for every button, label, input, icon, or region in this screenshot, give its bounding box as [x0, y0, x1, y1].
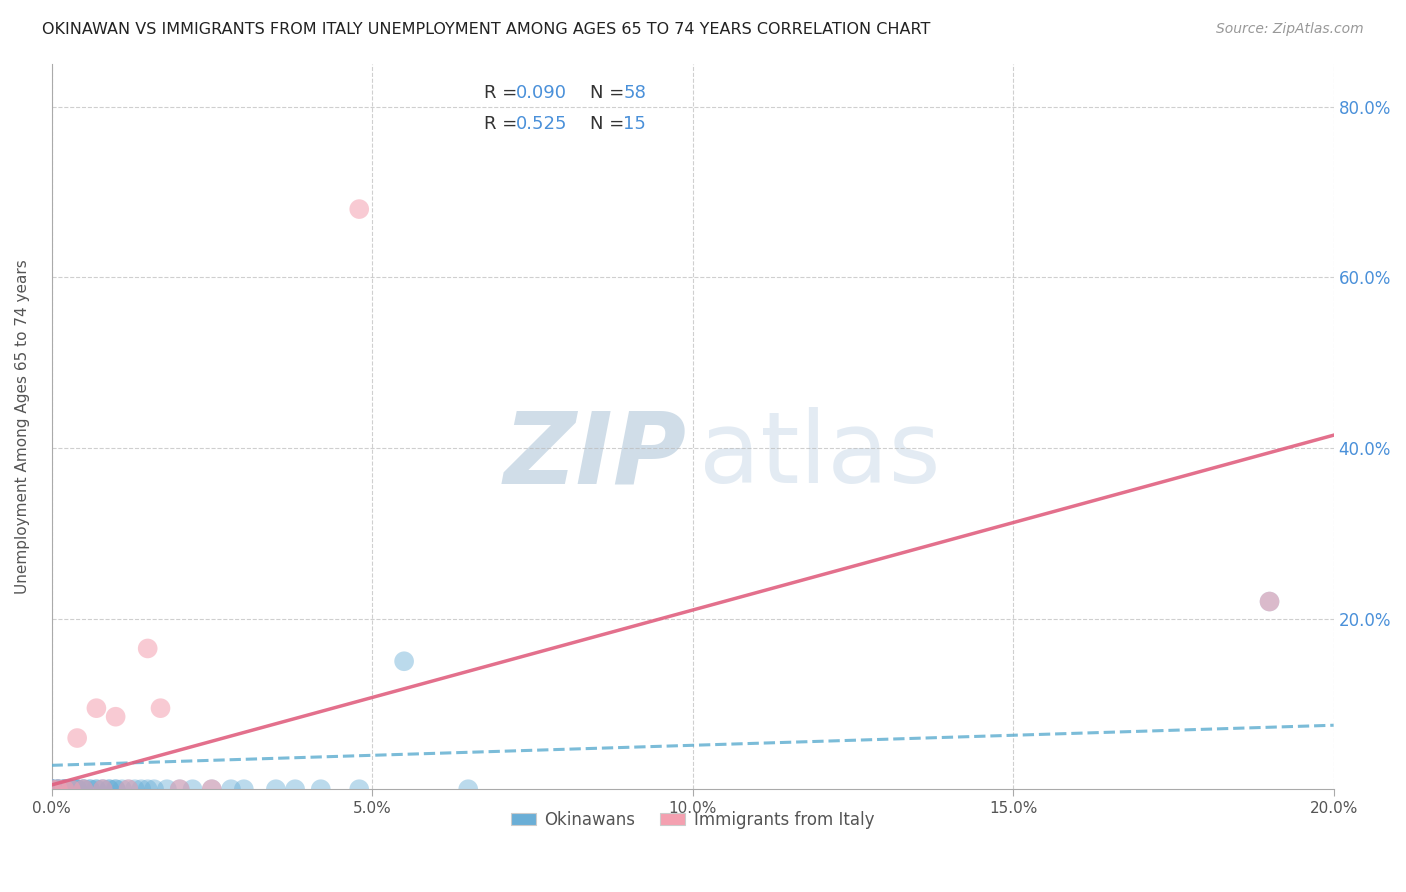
- Point: [79, 782, 101, 797]
- Point: [136, 782, 159, 797]
- Point: [392, 654, 415, 668]
- Point: [86, 782, 108, 797]
- Text: 15: 15: [623, 114, 647, 133]
- Text: OKINAWAN VS IMMIGRANTS FROM ITALY UNEMPLOYMENT AMONG AGES 65 TO 74 YEARS CORRELA: OKINAWAN VS IMMIGRANTS FROM ITALY UNEMPL…: [42, 22, 931, 37]
- Text: 58: 58: [623, 84, 647, 102]
- Point: [1258, 594, 1281, 608]
- Point: [143, 782, 166, 797]
- Point: [457, 782, 479, 797]
- Y-axis label: Unemployment Among Ages 65 to 74 years: Unemployment Among Ages 65 to 74 years: [15, 260, 30, 594]
- Point: [46, 782, 69, 797]
- Point: [136, 641, 159, 656]
- Point: [41, 782, 63, 797]
- Text: N =: N =: [591, 84, 630, 102]
- Point: [53, 782, 76, 797]
- Point: [59, 782, 82, 797]
- Point: [219, 782, 242, 797]
- Point: [284, 782, 307, 797]
- Text: 0.525: 0.525: [516, 114, 567, 133]
- Point: [91, 782, 114, 797]
- Point: [59, 782, 82, 797]
- Point: [79, 782, 101, 797]
- Point: [41, 782, 63, 797]
- Point: [232, 782, 254, 797]
- Point: [66, 731, 89, 745]
- Point: [53, 782, 76, 797]
- Point: [98, 782, 121, 797]
- Point: [111, 782, 134, 797]
- Legend: Okinawans, Immigrants from Italy: Okinawans, Immigrants from Italy: [505, 804, 880, 835]
- Text: 0.090: 0.090: [516, 84, 567, 102]
- Point: [169, 782, 191, 797]
- Point: [1258, 594, 1281, 608]
- Point: [104, 709, 127, 723]
- Point: [104, 782, 127, 797]
- Point: [201, 782, 224, 797]
- Point: [59, 782, 82, 797]
- Text: R =: R =: [484, 114, 523, 133]
- Point: [349, 202, 371, 216]
- Text: ZIP: ZIP: [503, 407, 686, 504]
- Point: [349, 782, 371, 797]
- Point: [41, 782, 63, 797]
- Point: [66, 782, 89, 797]
- Point: [53, 782, 76, 797]
- Point: [156, 782, 179, 797]
- Text: R =: R =: [484, 84, 523, 102]
- Point: [72, 782, 94, 797]
- Point: [66, 782, 89, 797]
- Point: [91, 782, 114, 797]
- Point: [41, 782, 63, 797]
- Text: Source: ZipAtlas.com: Source: ZipAtlas.com: [1216, 22, 1364, 37]
- Point: [201, 782, 224, 797]
- Point: [46, 782, 69, 797]
- Point: [41, 782, 63, 797]
- Point: [117, 782, 139, 797]
- Point: [66, 782, 89, 797]
- Point: [149, 701, 172, 715]
- Point: [91, 782, 114, 797]
- Point: [66, 782, 89, 797]
- Point: [46, 782, 69, 797]
- Point: [309, 782, 332, 797]
- Point: [129, 782, 152, 797]
- Point: [104, 782, 127, 797]
- Point: [72, 782, 94, 797]
- Point: [117, 782, 139, 797]
- Point: [86, 782, 108, 797]
- Point: [41, 782, 63, 797]
- Point: [41, 782, 63, 797]
- Point: [59, 782, 82, 797]
- Point: [41, 782, 63, 797]
- Point: [59, 782, 82, 797]
- Point: [53, 782, 76, 797]
- Point: [41, 782, 63, 797]
- Point: [169, 782, 191, 797]
- Point: [53, 782, 76, 797]
- Point: [46, 782, 69, 797]
- Point: [124, 782, 146, 797]
- Point: [46, 782, 69, 797]
- Text: atlas: atlas: [699, 407, 941, 504]
- Point: [181, 782, 204, 797]
- Point: [72, 782, 94, 797]
- Point: [264, 782, 287, 797]
- Point: [98, 782, 121, 797]
- Text: N =: N =: [591, 114, 630, 133]
- Point: [86, 701, 108, 715]
- Point: [72, 782, 94, 797]
- Point: [41, 782, 63, 797]
- Point: [53, 782, 76, 797]
